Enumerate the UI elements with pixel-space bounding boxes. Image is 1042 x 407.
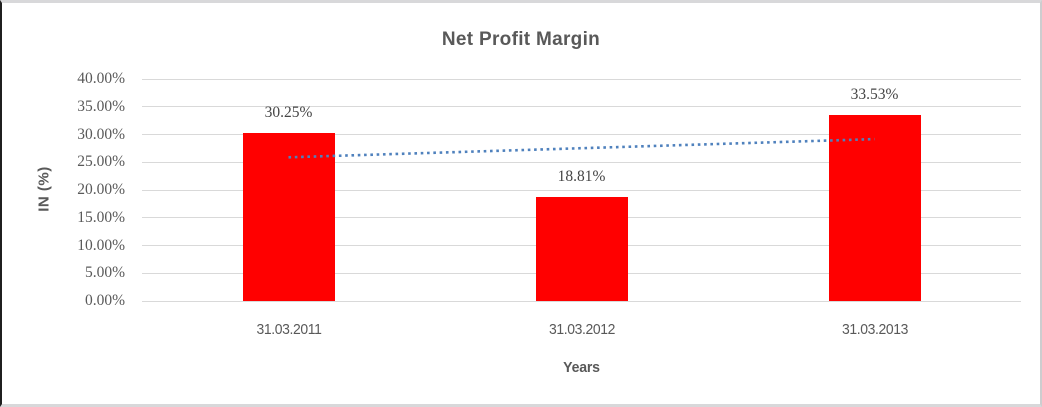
y-tick-label: 25.00% — [77, 153, 125, 171]
x-tick-label: 31.03.2013 — [841, 321, 908, 338]
y-tick-label: 30.00% — [77, 125, 125, 143]
x-tick-label: 31.03.2011 — [255, 321, 322, 338]
y-tick-label: 40.00% — [77, 70, 125, 87]
bar — [828, 114, 921, 301]
gridline — [142, 161, 1021, 163]
bar-value-label: 18.81% — [557, 167, 606, 185]
y-tick-label: 10.00% — [77, 236, 125, 254]
bar-value-label: 33.53% — [850, 85, 899, 103]
gridline — [142, 300, 1021, 302]
chart-title: Net Profit Margin — [441, 29, 601, 50]
y-tick-label: 20.00% — [77, 181, 125, 198]
y-tick-label: 15.00% — [77, 208, 125, 226]
x-axis-title: Years — [563, 359, 600, 376]
gridline — [142, 134, 1021, 135]
bar — [242, 133, 335, 301]
y-tick-label: 5.00% — [84, 264, 125, 282]
bar-value-label: 30.25% — [264, 104, 313, 122]
bar — [535, 196, 628, 301]
x-tick-label: 31.03.2012 — [548, 321, 615, 338]
y-tick-label: 0.00% — [84, 292, 125, 309]
gridline — [142, 78, 1021, 80]
y-tick-label: 35.00% — [77, 97, 125, 115]
gridline — [142, 106, 1021, 108]
gridline — [142, 189, 1021, 191]
